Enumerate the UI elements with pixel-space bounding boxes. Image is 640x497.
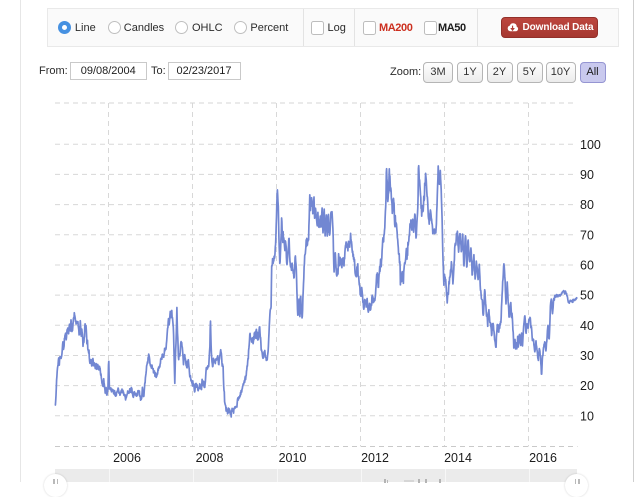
svg-text:40: 40	[580, 319, 594, 333]
svg-text:70: 70	[580, 228, 594, 242]
svg-text:2010: 2010	[279, 451, 307, 465]
svg-text:2016: 2016	[529, 451, 557, 465]
svg-text:20: 20	[580, 379, 594, 393]
svg-text:60: 60	[580, 259, 594, 273]
svg-text:80: 80	[580, 198, 594, 212]
svg-text:2006: 2006	[113, 451, 141, 465]
svg-text:2008: 2008	[196, 451, 224, 465]
svg-text:90: 90	[580, 168, 594, 182]
svg-text:2014: 2014	[444, 451, 472, 465]
svg-text:10: 10	[580, 409, 594, 423]
svg-text:30: 30	[580, 349, 594, 363]
svg-text:2012: 2012	[361, 451, 389, 465]
svg-text:100: 100	[580, 138, 601, 152]
svg-text:50: 50	[580, 289, 594, 303]
